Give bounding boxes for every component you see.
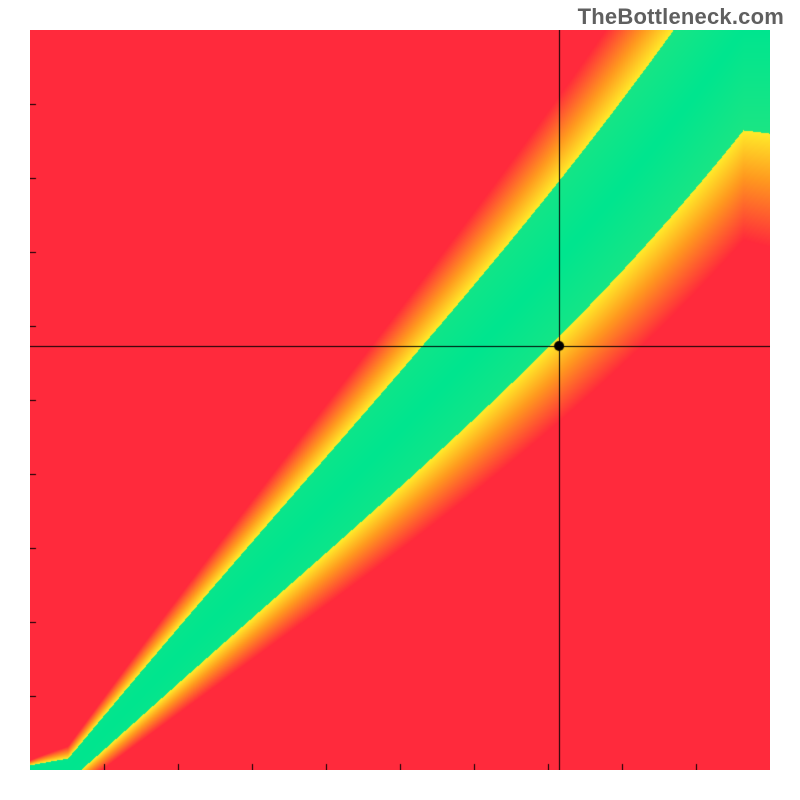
- chart-stage: TheBottleneck.com: [0, 0, 800, 800]
- watermark-text: TheBottleneck.com: [578, 4, 784, 30]
- heatmap-canvas: [30, 30, 770, 770]
- heatmap-plot: [30, 30, 770, 770]
